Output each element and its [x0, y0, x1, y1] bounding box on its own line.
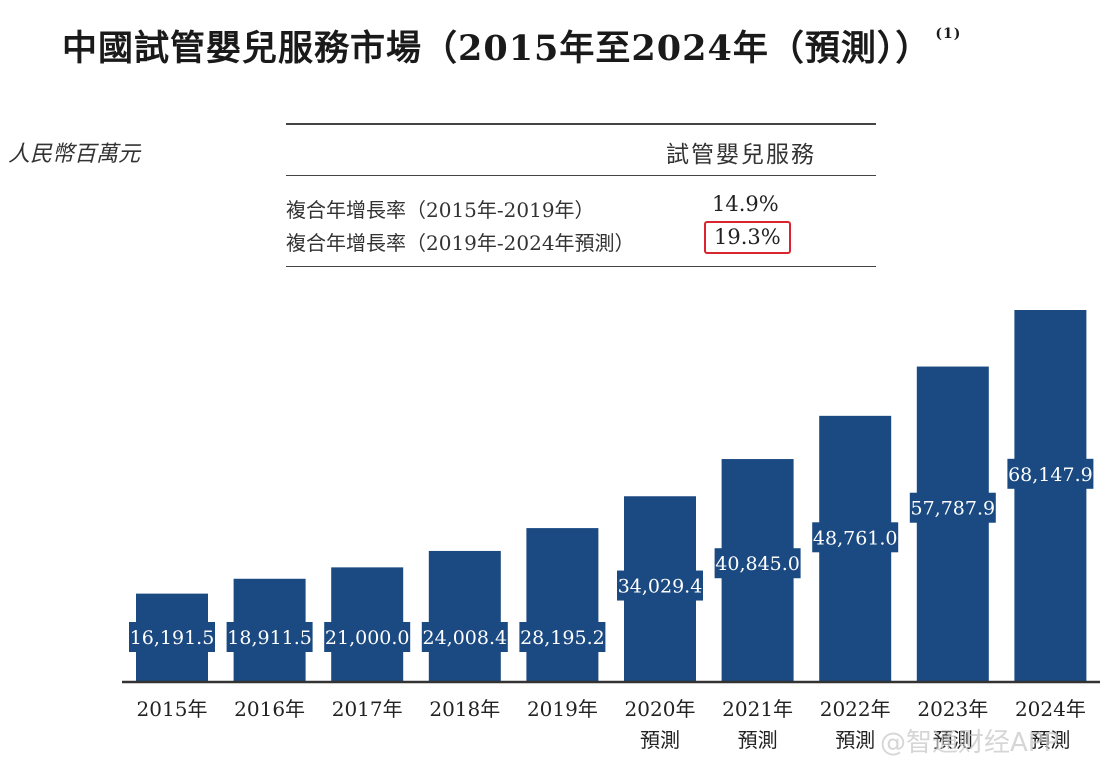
- value-label-box-6: [714, 548, 801, 579]
- x-tick-label-1: 2016年: [234, 697, 305, 721]
- table-header-rule: [286, 175, 876, 176]
- unit-label: 人民幣百萬元: [8, 142, 141, 167]
- cagr-value-2015-2019: 14.9%: [712, 192, 779, 216]
- x-tick-label-9: 2024年: [1015, 697, 1086, 721]
- value-label-box-2: [324, 622, 411, 652]
- value-label-box-4: [519, 622, 606, 652]
- x-tick-label-4: 2019年: [527, 697, 598, 721]
- value-label-box-5: [617, 570, 703, 601]
- value-label-8: 57,787.9: [910, 498, 995, 520]
- value-label-3: 24,008.4: [422, 627, 507, 649]
- table-header: 試管嬰兒服務: [286, 125, 876, 175]
- value-label-4: 28,195.2: [520, 627, 605, 649]
- table-top-rule: [286, 123, 876, 125]
- title-footnote-marker: (1): [935, 26, 962, 42]
- value-label-0: 16,191.5: [130, 627, 215, 649]
- cagr-label-2019-2024: 複合年增長率（2019年-2024年預測）: [286, 231, 635, 255]
- chart-title: 中國試管嬰兒服務市場（2015年至2024年（預測）） (1): [62, 26, 962, 69]
- bar-8: [916, 366, 989, 682]
- value-label-6: 40,845.0: [715, 553, 800, 575]
- x-tick-label-6-sub: 預測: [738, 728, 778, 752]
- value-label-1: 18,911.5: [227, 627, 312, 649]
- x-tick-label-5: 2020年: [625, 697, 696, 721]
- value-label-box-0: [129, 622, 215, 652]
- value-label-box-3: [421, 622, 508, 652]
- cagr-value-2019-2024-highlighted: 19.3%: [704, 221, 791, 254]
- value-label-box-1: [226, 622, 313, 652]
- x-tick-label-2: 2017年: [332, 697, 403, 721]
- x-tick-label-0: 2015年: [137, 697, 208, 721]
- table-row: 複合年增長率（2015年-2019年） 14.9%: [286, 190, 876, 223]
- value-label-2: 21,000.0: [325, 627, 410, 649]
- bar-4: [526, 528, 599, 682]
- value-label-7: 48,761.0: [813, 527, 898, 549]
- value-label-box-9: [1007, 458, 1094, 489]
- table-row: 複合年增長率（2019年-2024年預測） 19.3%: [286, 221, 876, 256]
- cagr-label-2015-2019: 複合年增長率（2015年-2019年）: [286, 198, 595, 222]
- x-tick-label-6: 2021年: [722, 697, 793, 721]
- bar-3: [428, 550, 501, 682]
- x-tick-label-5-sub: 預測: [640, 728, 680, 752]
- table-column-header: 試管嬰兒服務: [666, 142, 816, 168]
- value-label-box-7: [812, 522, 899, 553]
- watermark: @智通财经APP: [880, 728, 1060, 758]
- bar-9: [1014, 310, 1087, 682]
- table-bottom-rule: [286, 266, 876, 267]
- value-label-5: 34,029.4: [618, 576, 703, 598]
- x-tick-label-3: 2018年: [429, 697, 500, 721]
- x-tick-label-8: 2023年: [917, 697, 988, 721]
- x-tick-label-7-sub: 預測: [835, 728, 875, 752]
- x-tick-label-7: 2022年: [820, 697, 891, 721]
- value-label-9: 68,147.9: [1008, 464, 1093, 486]
- cagr-table: 試管嬰兒服務 複合年增長率（2015年-2019年） 14.9% 複合年增長率（…: [286, 123, 876, 267]
- value-label-box-8: [909, 492, 996, 523]
- x-tick-label-8-sub: 預測: [933, 728, 973, 752]
- x-tick-label-9-sub: 預測: [1030, 728, 1070, 752]
